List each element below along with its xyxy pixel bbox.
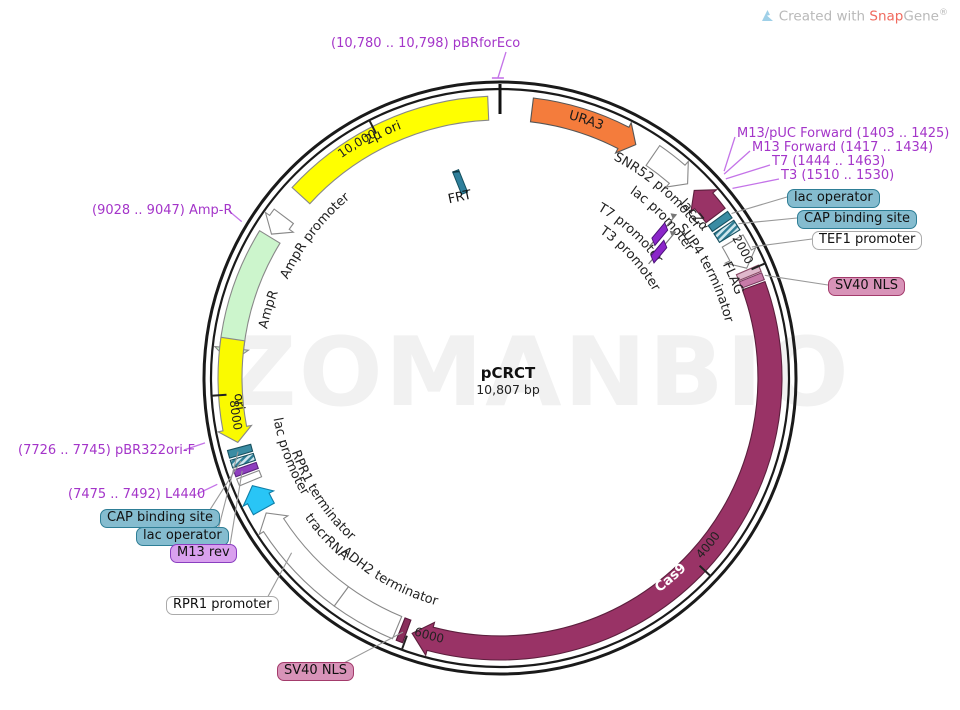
primer-label-pbrforeco: (10,780 .. 10,798) pBRforEco bbox=[331, 36, 521, 51]
primer-label-l4440: (7475 .. 7492) L4440 bbox=[68, 487, 206, 502]
feature-label-m13rev: M13 rev bbox=[170, 544, 237, 563]
leader-lines-gray bbox=[205, 196, 829, 666]
feature-ura3 bbox=[529, 97, 637, 155]
svg-text:8000: 8000 bbox=[227, 399, 245, 431]
feature-snr52-promoter bbox=[645, 144, 689, 188]
feature-arcs bbox=[213, 95, 783, 661]
feature-label-rpr1prom: RPR1 promoter bbox=[166, 596, 279, 615]
feature-ampr bbox=[213, 229, 281, 364]
feature-lac-operator bbox=[707, 210, 733, 233]
feature-sv40-nls bbox=[738, 272, 766, 289]
plasmid-name: pCRCT bbox=[480, 364, 536, 382]
snapgene-credit: Created with SnapGene® bbox=[760, 8, 948, 25]
feature-label-tef1: TEF1 promoter bbox=[812, 231, 923, 250]
feature-cas9 bbox=[411, 280, 783, 661]
feature-label-lacop-top: lac operator bbox=[787, 189, 880, 208]
primer-label-t3: T3 (1510 .. 1530) bbox=[781, 168, 895, 183]
plasmid-title: pCRCT 10,807 bp bbox=[428, 364, 588, 397]
feature-label-cap-top: CAP binding site bbox=[797, 210, 918, 229]
svg-text:ori: ori bbox=[230, 393, 246, 411]
feature-ori bbox=[216, 336, 253, 444]
snapgene-logo-icon bbox=[761, 9, 773, 21]
watermark: ZOMANBIO bbox=[225, 318, 851, 428]
feature-tracrrna bbox=[242, 485, 276, 516]
feature-label-sv40-right: SV40 NLS bbox=[828, 277, 906, 296]
feature-m13-rev bbox=[232, 461, 260, 478]
feature-cap-binding-site bbox=[713, 219, 741, 244]
plasmid-size: 10,807 bp bbox=[476, 382, 540, 397]
feature-flag bbox=[735, 264, 762, 282]
feature-rpr1-promoter bbox=[258, 512, 350, 607]
feature-lac-operator bbox=[226, 443, 254, 459]
primer-label-t7: T7 (1444 .. 1463) bbox=[772, 154, 886, 169]
feature-label-cap-bot: CAP binding site bbox=[100, 509, 221, 528]
feature-2-ori bbox=[291, 95, 490, 205]
primer-label-m13puc-fwd: M13/pUC Forward (1403 .. 1425) bbox=[737, 126, 950, 141]
frt-marker bbox=[451, 169, 469, 195]
feature-tef1-promoter bbox=[721, 234, 757, 269]
feature-cap-binding-site bbox=[229, 452, 257, 469]
svg-text:AmpR promoter: AmpR promoter bbox=[278, 189, 354, 281]
promoter-markers bbox=[648, 213, 677, 265]
feature-label-sv40-bot: SV40 NLS bbox=[277, 662, 355, 681]
primer-label-amp-r: (9028 .. 9047) Amp-R bbox=[92, 203, 233, 218]
primer-label-pbr322ori: (7726 .. 7745) pBR322ori-F bbox=[18, 443, 196, 458]
svg-text:AmpR: AmpR bbox=[256, 288, 282, 330]
feature-lacz- bbox=[690, 189, 726, 224]
feature-rpr1-terminator bbox=[235, 469, 263, 487]
feature-ampr-promoter bbox=[264, 208, 295, 235]
leader-lines-violet bbox=[183, 51, 780, 495]
primer-label-m13-fwd: M13 Forward (1417 .. 1434) bbox=[752, 140, 934, 155]
svg-text:lac promoter: lac promoter bbox=[270, 416, 313, 498]
feature-sv40-nls bbox=[395, 617, 412, 644]
